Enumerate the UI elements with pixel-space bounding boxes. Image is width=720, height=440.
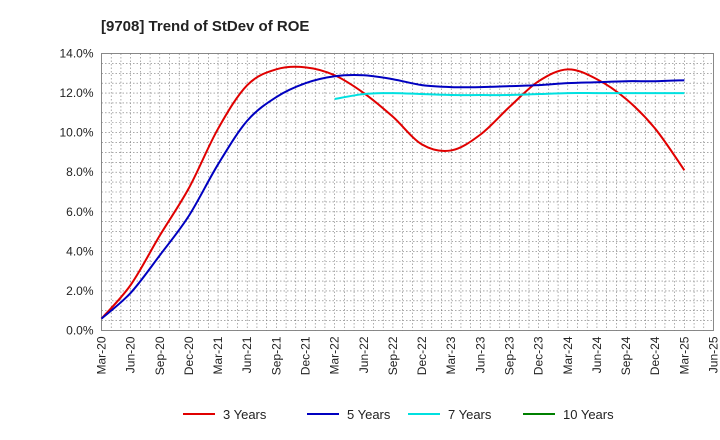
- x-tick-label: Jun-24: [590, 336, 604, 373]
- x-tick-label: Mar-24: [561, 336, 575, 374]
- x-tick-label: Mar-20: [95, 336, 109, 374]
- legend-label-5-years: 5 Years: [347, 407, 391, 422]
- y-tick-label: 8.0%: [66, 165, 94, 179]
- x-tick-label: Dec-23: [532, 336, 546, 375]
- y-tick-label: 14.0%: [59, 47, 93, 61]
- x-tick-label: Jun-25: [707, 336, 720, 373]
- legend-label-3-years: 3 Years: [223, 407, 267, 422]
- x-tick-label: Dec-20: [182, 336, 196, 375]
- x-tick-label: Sep-20: [153, 336, 167, 375]
- x-tick-label: Sep-23: [503, 336, 517, 375]
- series-line-5-years: [100, 74, 685, 320]
- x-tick-label: Mar-21: [211, 336, 225, 374]
- x-tick-label: Dec-22: [415, 336, 429, 375]
- axis-layer: 0.0% 2.0% 4.0% 6.0% 8.0% 10.0% 12.0% 14.0% Mar-2…: [59, 47, 720, 376]
- series-line-7-years: [334, 91, 685, 100]
- x-tick-label: Jun-21: [240, 336, 254, 373]
- x-tick-label: Mar-22: [328, 336, 342, 374]
- series-layer: [100, 65, 686, 320]
- legend-label-7-years: 7 Years: [448, 407, 492, 422]
- x-tick-label: Mar-25: [677, 336, 691, 374]
- x-tick-label: Dec-24: [648, 336, 662, 375]
- chart-title: [9708] Trend of StDev of ROE: [101, 18, 309, 35]
- y-tick-label: 0.0%: [66, 324, 94, 338]
- x-tick-label: Jun-20: [124, 336, 138, 373]
- x-tick-label: Sep-22: [386, 336, 400, 375]
- legend-label-10-years: 10 Years: [563, 407, 614, 422]
- y-tick-label: 4.0%: [66, 244, 94, 258]
- x-tick-label: Mar-23: [444, 336, 458, 374]
- legend: 3 Years 5 Years 7 Years 10 Years: [183, 407, 614, 422]
- x-tick-label: Dec-21: [299, 336, 313, 375]
- x-tick-label: Sep-24: [619, 336, 633, 375]
- y-tick-label: 2.0%: [66, 284, 94, 298]
- x-tick-label: Jun-22: [357, 336, 371, 373]
- x-tick-label: Jun-23: [473, 336, 487, 373]
- x-tick-label: Sep-21: [269, 336, 283, 375]
- series-line-3-years: [100, 65, 686, 320]
- y-tick-label: 6.0%: [66, 205, 94, 219]
- y-tick-label: 10.0%: [59, 126, 93, 140]
- y-tick-label: 12.0%: [59, 86, 93, 100]
